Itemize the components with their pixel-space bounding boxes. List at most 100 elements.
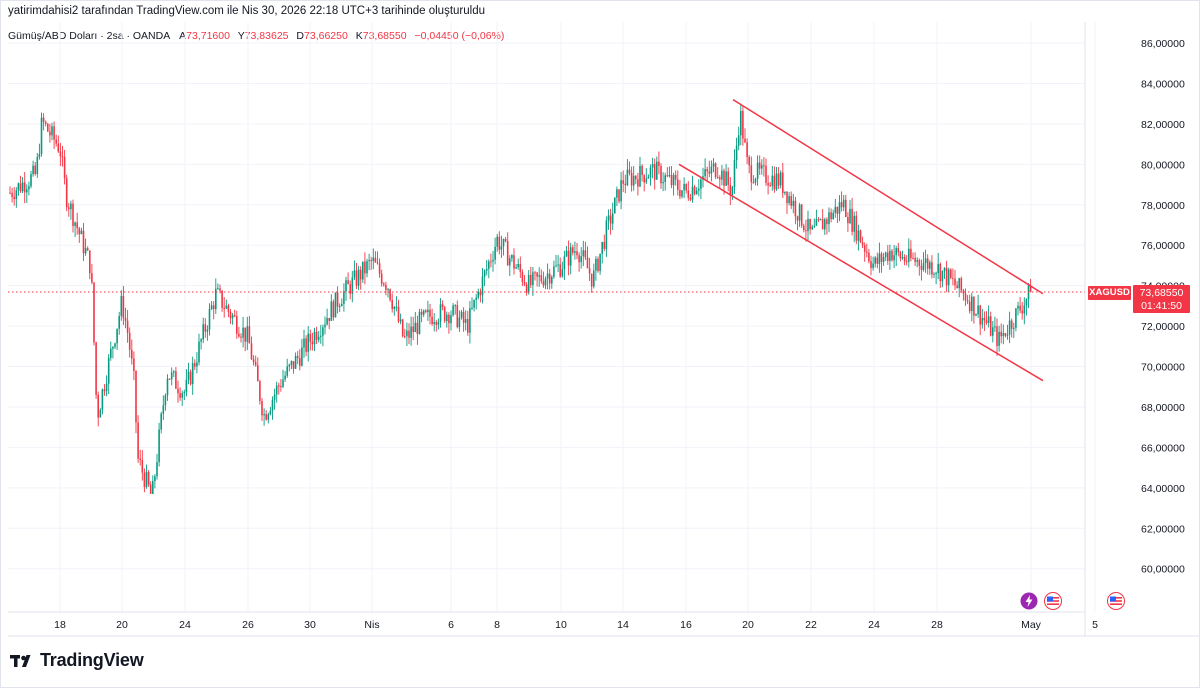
candle-body (395, 306, 398, 308)
candle-body (618, 189, 620, 202)
candle-body (561, 269, 564, 277)
candle-body (74, 222, 76, 226)
candle-body (761, 165, 763, 169)
candle-body (303, 338, 305, 348)
candle-body (164, 395, 167, 406)
candle-body (765, 165, 767, 183)
candle-body (336, 292, 339, 307)
overlays (8, 98, 1085, 382)
candle-body (414, 322, 417, 333)
x-tick-label: 5 (1092, 619, 1098, 631)
symbol-name[interactable]: Gümüş/ABD Doları · 2sa · OANDA (8, 30, 171, 42)
candle-body (299, 358, 301, 366)
candle-body (882, 257, 885, 262)
candle-body (322, 327, 324, 336)
candle-body (332, 301, 335, 318)
candle-body (456, 305, 459, 328)
us-flag-icon[interactable] (1044, 592, 1062, 610)
symbol-legend[interactable]: Gümüş/ABD Doları · 2sa · OANDA A73,71600… (8, 30, 509, 42)
y-tick-label: 86,00000 (1141, 38, 1185, 50)
candle-body (723, 170, 725, 186)
candle-body (504, 238, 507, 242)
candle-body (133, 358, 135, 371)
candle-body (767, 182, 769, 186)
candle-body (372, 257, 375, 261)
flash-icon[interactable] (1020, 592, 1038, 610)
candle-body (784, 191, 786, 194)
candle-body (548, 273, 551, 284)
candle-body (229, 311, 232, 319)
us-flag-icon[interactable] (1107, 592, 1125, 610)
candle-body (595, 258, 597, 271)
candle-body (347, 280, 349, 285)
y-tick-label: 60,00000 (1141, 564, 1185, 576)
candle-body (681, 190, 683, 197)
candle-body (208, 309, 211, 330)
candle-body (582, 250, 585, 257)
candle-body (964, 293, 967, 301)
change-value: −0,04450 (−0,06%) (414, 30, 505, 42)
candle-body (981, 317, 984, 325)
candle-body (246, 326, 249, 342)
candle-body (899, 252, 902, 259)
candle-body (691, 186, 694, 200)
candle-body (578, 255, 580, 263)
candle-body (918, 260, 921, 266)
candle-body (284, 375, 286, 380)
candle-body (656, 161, 658, 180)
candle-body (933, 273, 935, 275)
high-label: Y (237, 30, 245, 42)
candle-body (985, 320, 988, 323)
candle-body (240, 336, 242, 338)
candle-body (525, 284, 528, 293)
candle-body (649, 167, 652, 177)
candle-body (166, 378, 169, 396)
x-tick-label: May (1021, 619, 1042, 631)
candle-body (735, 145, 738, 160)
candle-body (597, 258, 599, 272)
candle-body (112, 346, 114, 349)
candle-body (187, 371, 190, 380)
candle-body (261, 401, 263, 416)
candle-body (903, 257, 906, 262)
candle-body (389, 289, 391, 300)
candle-body (275, 385, 278, 395)
candle-body (538, 275, 540, 277)
candle-body (664, 175, 666, 182)
candle-body (838, 202, 841, 214)
tradingview-logo[interactable]: TradingView (10, 650, 144, 671)
candle-body (416, 322, 419, 334)
candle-body (212, 305, 215, 310)
ticker-badge: XAGUSD (1088, 286, 1131, 300)
candle-body (975, 314, 977, 316)
candle-body (292, 361, 295, 369)
candle-body (273, 394, 276, 400)
low-label: D (296, 30, 305, 42)
candle-body (973, 296, 975, 316)
candle-body (727, 171, 729, 185)
candle-body (845, 199, 847, 217)
candle-body (349, 284, 351, 294)
candle-body (553, 266, 555, 277)
candle-body (712, 163, 715, 167)
candle-body (23, 182, 26, 193)
candle-body (945, 267, 948, 286)
candle-body (200, 339, 202, 342)
candle-body (385, 284, 387, 290)
y-tick-label: 62,00000 (1141, 523, 1185, 535)
candle-body (328, 318, 330, 321)
candle-body (983, 317, 986, 321)
x-tick-label: 6 (448, 619, 454, 631)
x-tick-label: 22 (805, 619, 817, 631)
candle-body (626, 169, 629, 186)
candle-body (145, 471, 148, 488)
x-tick-label: 30 (304, 619, 316, 631)
candle-body (95, 342, 97, 395)
candle-body (387, 289, 389, 291)
candle-body (82, 230, 85, 254)
candle-body (494, 246, 496, 260)
candle-body (137, 422, 139, 459)
candle-body (364, 261, 366, 274)
candle-body (979, 305, 981, 325)
